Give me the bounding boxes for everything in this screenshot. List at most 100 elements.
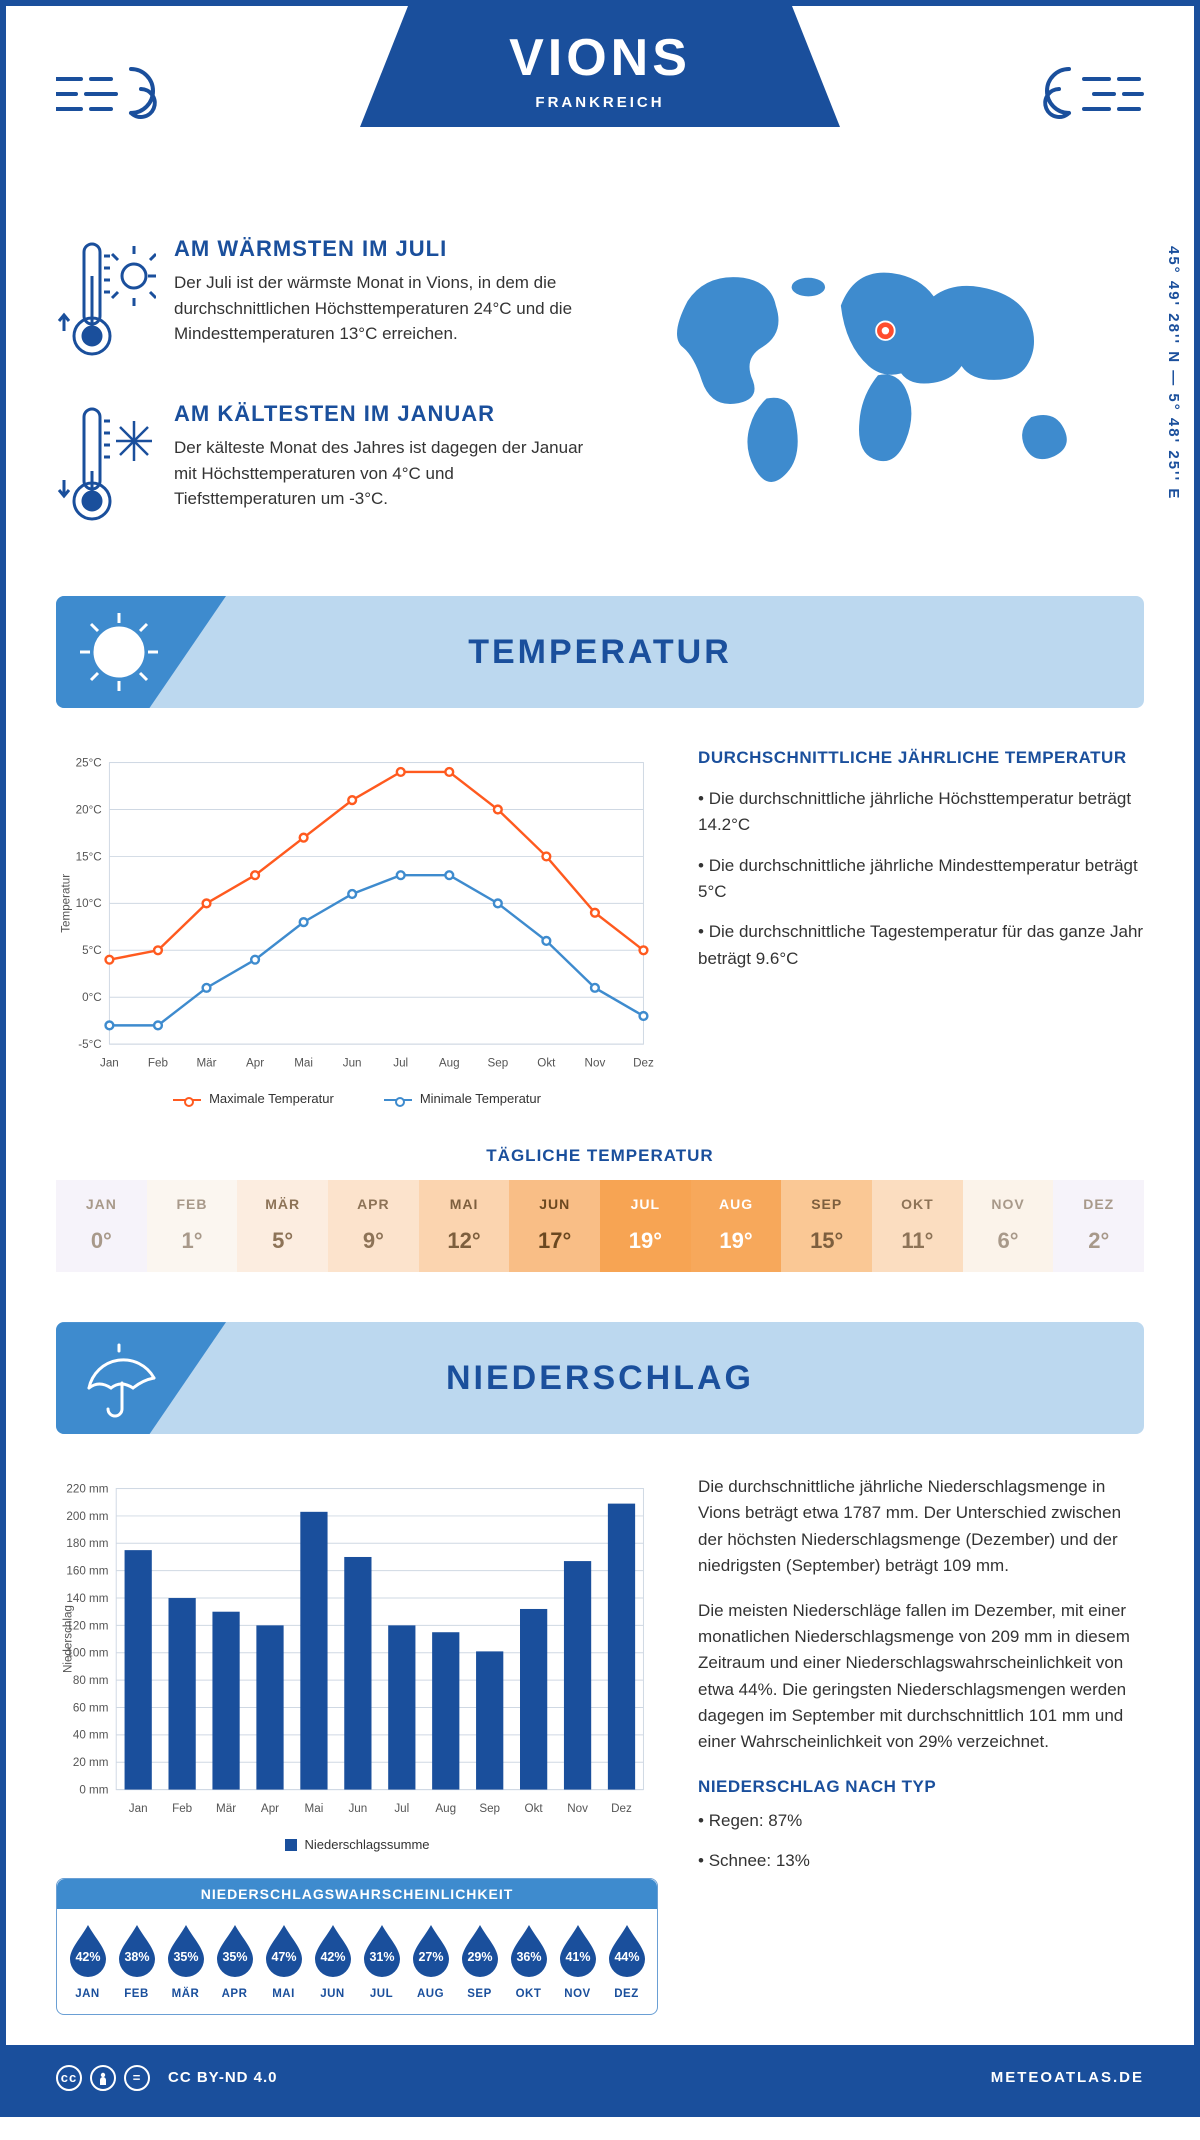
temperature-line-chart: -5°C0°C5°C10°C15°C20°C25°CJanFebMärAprMa… — [56, 748, 658, 1078]
warmest-text: Der Juli ist der wärmste Monat in Vions,… — [174, 270, 594, 347]
precip-prob-drop: 47% MAI — [259, 1923, 308, 2000]
avg-temp-heading: DURCHSCHNITTLICHE JÄHRLICHE TEMPERATUR — [698, 748, 1144, 768]
svg-text:Nov: Nov — [585, 1056, 606, 1069]
temp-bullet: • Die durchschnittliche Tagestemperatur … — [698, 919, 1144, 972]
svg-text:Jun: Jun — [348, 1802, 367, 1815]
svg-text:27%: 27% — [418, 1950, 443, 1964]
svg-text:160 mm: 160 mm — [66, 1565, 108, 1578]
svg-text:0 mm: 0 mm — [79, 1784, 108, 1797]
temperature-heading: TEMPERATUR — [468, 633, 732, 672]
country-name: FRANKREICH — [360, 94, 840, 111]
daily-temp-cell: DEZ2° — [1053, 1180, 1144, 1272]
svg-text:5°C: 5°C — [82, 944, 102, 957]
svg-text:180 mm: 180 mm — [66, 1537, 108, 1550]
precip-type-bullet: • Regen: 87% — [698, 1808, 1144, 1834]
precip-prob-drop: 44% DEZ — [602, 1923, 651, 2000]
precip-prob-heading: NIEDERSCHLAGSWAHRSCHEINLICHKEIT — [57, 1879, 657, 1909]
daily-temp-cell: NOV6° — [963, 1180, 1054, 1272]
daily-temp-heading: TÄGLICHE TEMPERATUR — [56, 1146, 1144, 1166]
precip-prob-drop: 31% JUL — [357, 1923, 406, 2000]
svg-text:220 mm: 220 mm — [66, 1483, 108, 1496]
daily-temp-cell: JUN17° — [509, 1180, 600, 1272]
svg-text:Jan: Jan — [129, 1802, 148, 1815]
temp-legend: Maximale Temperatur Minimale Temperatur — [56, 1091, 658, 1106]
by-icon — [90, 2065, 116, 2091]
svg-text:Jul: Jul — [394, 1802, 409, 1815]
coordinates: 45° 49' 28'' N — 5° 48' 25'' E — [1165, 246, 1182, 500]
temp-bullet: • Die durchschnittliche jährliche Höchst… — [698, 786, 1144, 839]
license-text: CC BY-ND 4.0 — [168, 2069, 278, 2086]
svg-text:35%: 35% — [173, 1950, 198, 1964]
svg-text:Nov: Nov — [567, 1802, 588, 1815]
svg-text:44%: 44% — [614, 1950, 639, 1964]
sun-icon — [56, 596, 226, 708]
svg-text:20°C: 20°C — [76, 803, 102, 816]
wind-icon — [1014, 34, 1144, 149]
umbrella-icon — [56, 1322, 226, 1434]
svg-text:Feb: Feb — [172, 1802, 192, 1815]
svg-text:Niederschlag: Niederschlag — [62, 1605, 75, 1673]
svg-text:Mär: Mär — [216, 1802, 236, 1815]
intro-section: AM WÄRMSTEN IM JULI Der Juli ist der wär… — [56, 236, 1144, 566]
daily-temp-cell: SEP15° — [781, 1180, 872, 1272]
daily-temp-cell: MAI12° — [419, 1180, 510, 1272]
precip-prob-drop: 42% JAN — [63, 1923, 112, 2000]
daily-temp-grid: JAN0°FEB1°MÄR5°APR9°MAI12°JUN17°JUL19°AU… — [56, 1180, 1144, 1272]
warmest-title: AM WÄRMSTEN IM JULI — [174, 236, 594, 262]
precip-p1: Die durchschnittliche jährliche Niedersc… — [698, 1474, 1144, 1579]
svg-text:20 mm: 20 mm — [73, 1756, 109, 1769]
svg-text:41%: 41% — [565, 1950, 590, 1964]
svg-text:Dez: Dez — [633, 1056, 654, 1069]
precip-prob-drop: 38% FEB — [112, 1923, 161, 2000]
precipitation-banner: NIEDERSCHLAG — [56, 1322, 1144, 1434]
svg-text:Aug: Aug — [439, 1056, 460, 1069]
city-name: VIONS — [360, 28, 840, 88]
svg-text:Sep: Sep — [487, 1056, 508, 1069]
footer: cc = CC BY-ND 4.0 METEOATLAS.DE — [6, 2045, 1194, 2111]
precip-probability-box: NIEDERSCHLAGSWAHRSCHEINLICHKEIT 42% JAN … — [56, 1878, 658, 2015]
svg-text:Okt: Okt — [525, 1802, 544, 1815]
coldest-fact: AM KÄLTESTEN IM JANUAR Der kälteste Mona… — [56, 401, 610, 536]
svg-text:Apr: Apr — [261, 1802, 279, 1815]
temperature-banner: TEMPERATUR — [56, 596, 1144, 708]
cc-icon: cc — [56, 2065, 82, 2091]
svg-text:36%: 36% — [516, 1950, 541, 1964]
svg-text:Sep: Sep — [479, 1802, 500, 1815]
svg-text:60 mm: 60 mm — [73, 1702, 109, 1715]
svg-text:Feb: Feb — [148, 1056, 168, 1069]
site-name: METEOATLAS.DE — [991, 2069, 1144, 2086]
coldest-title: AM KÄLTESTEN IM JANUAR — [174, 401, 594, 427]
precip-prob-drop: 35% APR — [210, 1923, 259, 2000]
svg-text:Jul: Jul — [393, 1056, 408, 1069]
svg-text:Aug: Aug — [435, 1802, 456, 1815]
daily-temp-cell: JAN0° — [56, 1180, 147, 1272]
daily-temp-cell: MÄR5° — [237, 1180, 328, 1272]
precip-type-heading: NIEDERSCHLAG NACH TYP — [698, 1774, 1144, 1800]
svg-text:Temperatur: Temperatur — [60, 874, 73, 933]
daily-temp-cell: FEB1° — [147, 1180, 238, 1272]
svg-text:Jun: Jun — [343, 1056, 362, 1069]
svg-text:31%: 31% — [369, 1950, 394, 1964]
header: VIONS FRANKREICH — [56, 6, 1144, 216]
nd-icon: = — [124, 2065, 150, 2091]
svg-text:42%: 42% — [75, 1950, 100, 1964]
svg-text:Okt: Okt — [537, 1056, 556, 1069]
svg-text:35%: 35% — [222, 1950, 247, 1964]
svg-text:200 mm: 200 mm — [66, 1510, 108, 1523]
daily-temp-cell: JUL19° — [600, 1180, 691, 1272]
svg-text:80 mm: 80 mm — [73, 1674, 109, 1687]
daily-temp-cell: AUG19° — [691, 1180, 782, 1272]
svg-text:38%: 38% — [124, 1950, 149, 1964]
svg-text:10°C: 10°C — [76, 897, 102, 910]
svg-text:42%: 42% — [320, 1950, 345, 1964]
daily-temp-cell: APR9° — [328, 1180, 419, 1272]
title-ribbon: VIONS FRANKREICH — [360, 6, 840, 127]
precip-prob-drop: 29% SEP — [455, 1923, 504, 2000]
svg-text:25°C: 25°C — [76, 756, 102, 769]
coldest-text: Der kälteste Monat des Jahres ist dagege… — [174, 435, 594, 512]
precip-prob-drop: 35% MÄR — [161, 1923, 210, 2000]
world-map — [640, 236, 1144, 496]
svg-text:0°C: 0°C — [82, 991, 102, 1004]
precip-p2: Die meisten Niederschläge fallen im Deze… — [698, 1598, 1144, 1756]
precip-type-bullet: • Schnee: 13% — [698, 1848, 1144, 1874]
